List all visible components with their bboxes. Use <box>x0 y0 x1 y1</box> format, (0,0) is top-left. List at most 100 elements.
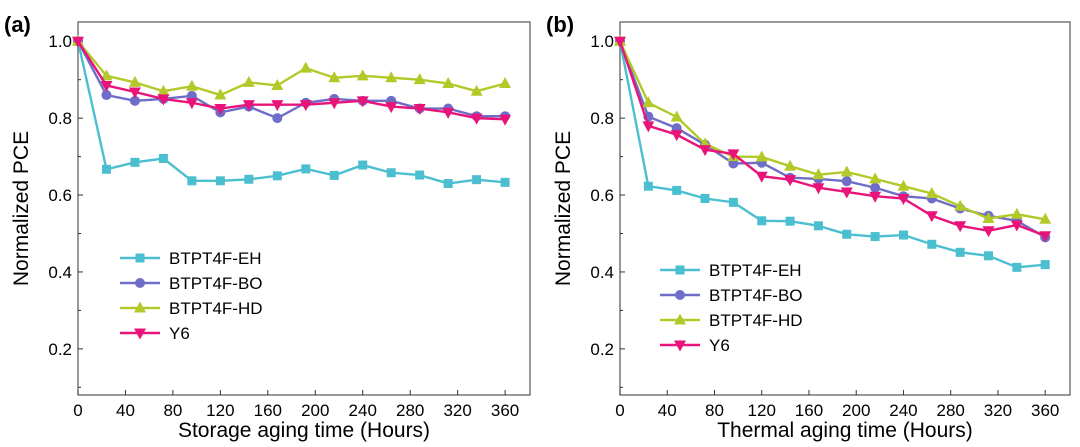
series-btpt4f-hd <box>72 34 512 100</box>
marker-square <box>757 216 767 226</box>
panel-b: 0 40 80 120 160 200 240 280 320 360 0.2 0.4 0.6 0.8 1.… <box>546 12 1071 442</box>
x-tick-label: 80 <box>163 401 182 420</box>
x-tick-label: 120 <box>206 401 234 420</box>
legend-label: BTPT4F-EH <box>709 261 802 280</box>
legend-item: BTPT4F-EH <box>660 261 802 280</box>
marker-triangle-down <box>812 183 825 195</box>
marker-triangle-down <box>699 145 712 157</box>
x-tick-label: 160 <box>254 401 282 420</box>
marker-triangle-up <box>812 168 825 180</box>
x-tick-label: 360 <box>1031 401 1059 420</box>
legend-item: BTPT4F-BO <box>120 274 263 293</box>
marker-triangle-up <box>385 71 398 83</box>
marker-triangle-up <box>442 77 455 89</box>
legend-label: BTPT4F-EH <box>169 249 262 268</box>
legend-item: Y6 <box>660 336 730 355</box>
series-line <box>618 40 1046 221</box>
marker-square <box>700 194 710 204</box>
marker-triangle-down <box>670 130 683 142</box>
y-tick-label: 1.0 <box>590 32 614 51</box>
marker-square <box>643 181 653 191</box>
marker-square <box>955 247 965 257</box>
marker-square <box>898 230 908 240</box>
marker-triangle-up <box>840 165 853 177</box>
y-tick-label: 0.4 <box>590 263 614 282</box>
marker-triangle-up <box>869 172 882 184</box>
marker-circle <box>675 290 685 300</box>
marker-circle <box>841 176 852 187</box>
marker-triangle-down <box>1010 220 1023 232</box>
series-btpt4f-hd <box>614 34 1052 224</box>
marker-triangle-up <box>674 313 686 325</box>
plot-frame <box>77 21 531 396</box>
legend-item: Y6 <box>120 324 190 343</box>
marker-square <box>472 175 482 185</box>
x-tick-label: 200 <box>301 401 329 420</box>
y-tick-label: 0.8 <box>590 109 614 128</box>
panel-label: (b) <box>546 12 574 37</box>
marker-square <box>130 157 140 167</box>
series-line <box>77 40 506 97</box>
marker-triangle-up <box>755 150 768 162</box>
x-tick-label: 160 <box>795 401 823 420</box>
marker-square <box>785 216 795 226</box>
y-axis-label: Normalized PCE <box>552 131 575 286</box>
series-y6 <box>72 36 512 126</box>
marker-triangle-down <box>385 102 398 114</box>
x-tick-label: 0 <box>73 401 82 420</box>
marker-triangle-up <box>157 84 170 96</box>
series-line <box>76 40 506 185</box>
marker-triangle-down <box>499 114 512 126</box>
marker-circle <box>135 278 145 288</box>
marker-square <box>415 170 425 180</box>
marker-triangle-up <box>185 79 198 91</box>
marker-triangle-down <box>925 211 938 223</box>
marker-triangle-down <box>185 98 198 110</box>
marker-square <box>500 177 510 187</box>
y-tick-label: 0.2 <box>48 340 72 359</box>
y-axis-label: Normalized PCE <box>10 131 33 286</box>
x-tick-label: 240 <box>349 401 377 420</box>
marker-triangle-down <box>1039 231 1052 243</box>
legend-item: BTPT4F-EH <box>120 249 262 268</box>
marker-triangle-down <box>271 100 284 112</box>
marker-triangle-up <box>1039 212 1052 224</box>
marker-triangle-up <box>642 96 655 108</box>
y-tick-label: 1.0 <box>48 32 72 51</box>
marker-triangle-up <box>897 179 910 191</box>
marker-triangle-down <box>299 100 312 112</box>
legend-label: Y6 <box>709 336 730 355</box>
marker-triangle-down <box>954 221 967 233</box>
legend-label: Y6 <box>169 324 190 343</box>
marker-square <box>101 164 111 174</box>
marker-triangle-up <box>242 75 255 87</box>
marker-circle <box>272 113 283 124</box>
marker-triangle-down <box>328 98 341 110</box>
marker-triangle-down <box>642 121 655 133</box>
marker-triangle-down <box>982 226 995 238</box>
marker-square <box>329 170 339 180</box>
marker-square <box>158 154 168 164</box>
marker-triangle-down <box>614 36 626 48</box>
x-tick-label: 120 <box>748 401 776 420</box>
legend-label: BTPT4F-HD <box>709 311 803 330</box>
marker-square <box>135 253 145 263</box>
legend-label: BTPT4F-BO <box>709 286 803 305</box>
marker-triangle-down <box>214 104 227 116</box>
marker-square <box>386 168 396 178</box>
legend-label: BTPT4F-BO <box>169 274 263 293</box>
marker-triangle-up <box>499 77 512 89</box>
panel-label: (a) <box>4 12 31 37</box>
series-line <box>76 40 506 121</box>
legend-item: BTPT4F-BO <box>660 286 803 305</box>
marker-triangle-up <box>470 84 483 96</box>
marker-square <box>842 229 852 239</box>
marker-triangle-down <box>727 149 740 161</box>
series-btpt4f-eh <box>73 36 510 189</box>
series-line <box>618 40 1046 269</box>
marker-triangle-up <box>1010 207 1023 219</box>
marker-square <box>187 176 197 186</box>
marker-triangle-up <box>356 69 369 81</box>
marker-triangle-down <box>134 328 146 340</box>
